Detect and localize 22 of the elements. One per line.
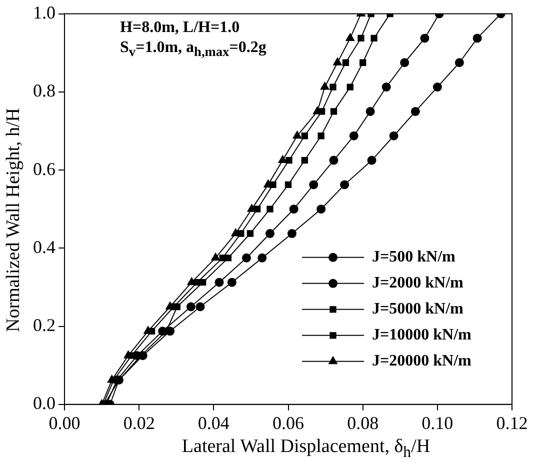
y-tick-label: 0.2	[33, 315, 56, 336]
legend-label: J=500 kN/m	[372, 248, 456, 266]
legend-label: J=2000 kN/m	[372, 274, 464, 292]
annotation: H=8.0m, L/H=1.0	[120, 18, 241, 38]
x-tick-label: 0.00	[48, 412, 80, 433]
y-tick-label: 0.0	[33, 393, 56, 414]
x-axis-title: Lateral Wall Displacement, δ$_{h}$/H	[180, 436, 432, 462]
x-tick-label: 0.06	[272, 412, 304, 433]
legend-label: J=5000 kN/m	[372, 300, 464, 318]
x-tick-label: 0.08	[347, 412, 379, 433]
y-tick-label: 0.4	[33, 236, 56, 257]
x-tick-label: 0.10	[422, 412, 454, 433]
y-tick-label: 1.0	[33, 2, 56, 23]
legend-label: J=20000 kN/m	[372, 352, 472, 370]
x-tick-label: 0.12	[496, 412, 528, 433]
y-axis-title: Normalized Wall Height, h/H	[3, 108, 25, 332]
y-tick-label: 0.6	[33, 158, 56, 179]
legend-label: J=10000 kN/m	[372, 326, 472, 344]
y-tick-label: 0.8	[33, 80, 56, 101]
annotation: S$_{v}$=1.0m, a$_{h,max}$=0.2g	[120, 38, 266, 62]
x-tick-label: 0.02	[123, 412, 155, 433]
x-tick-label: 0.04	[198, 412, 230, 433]
